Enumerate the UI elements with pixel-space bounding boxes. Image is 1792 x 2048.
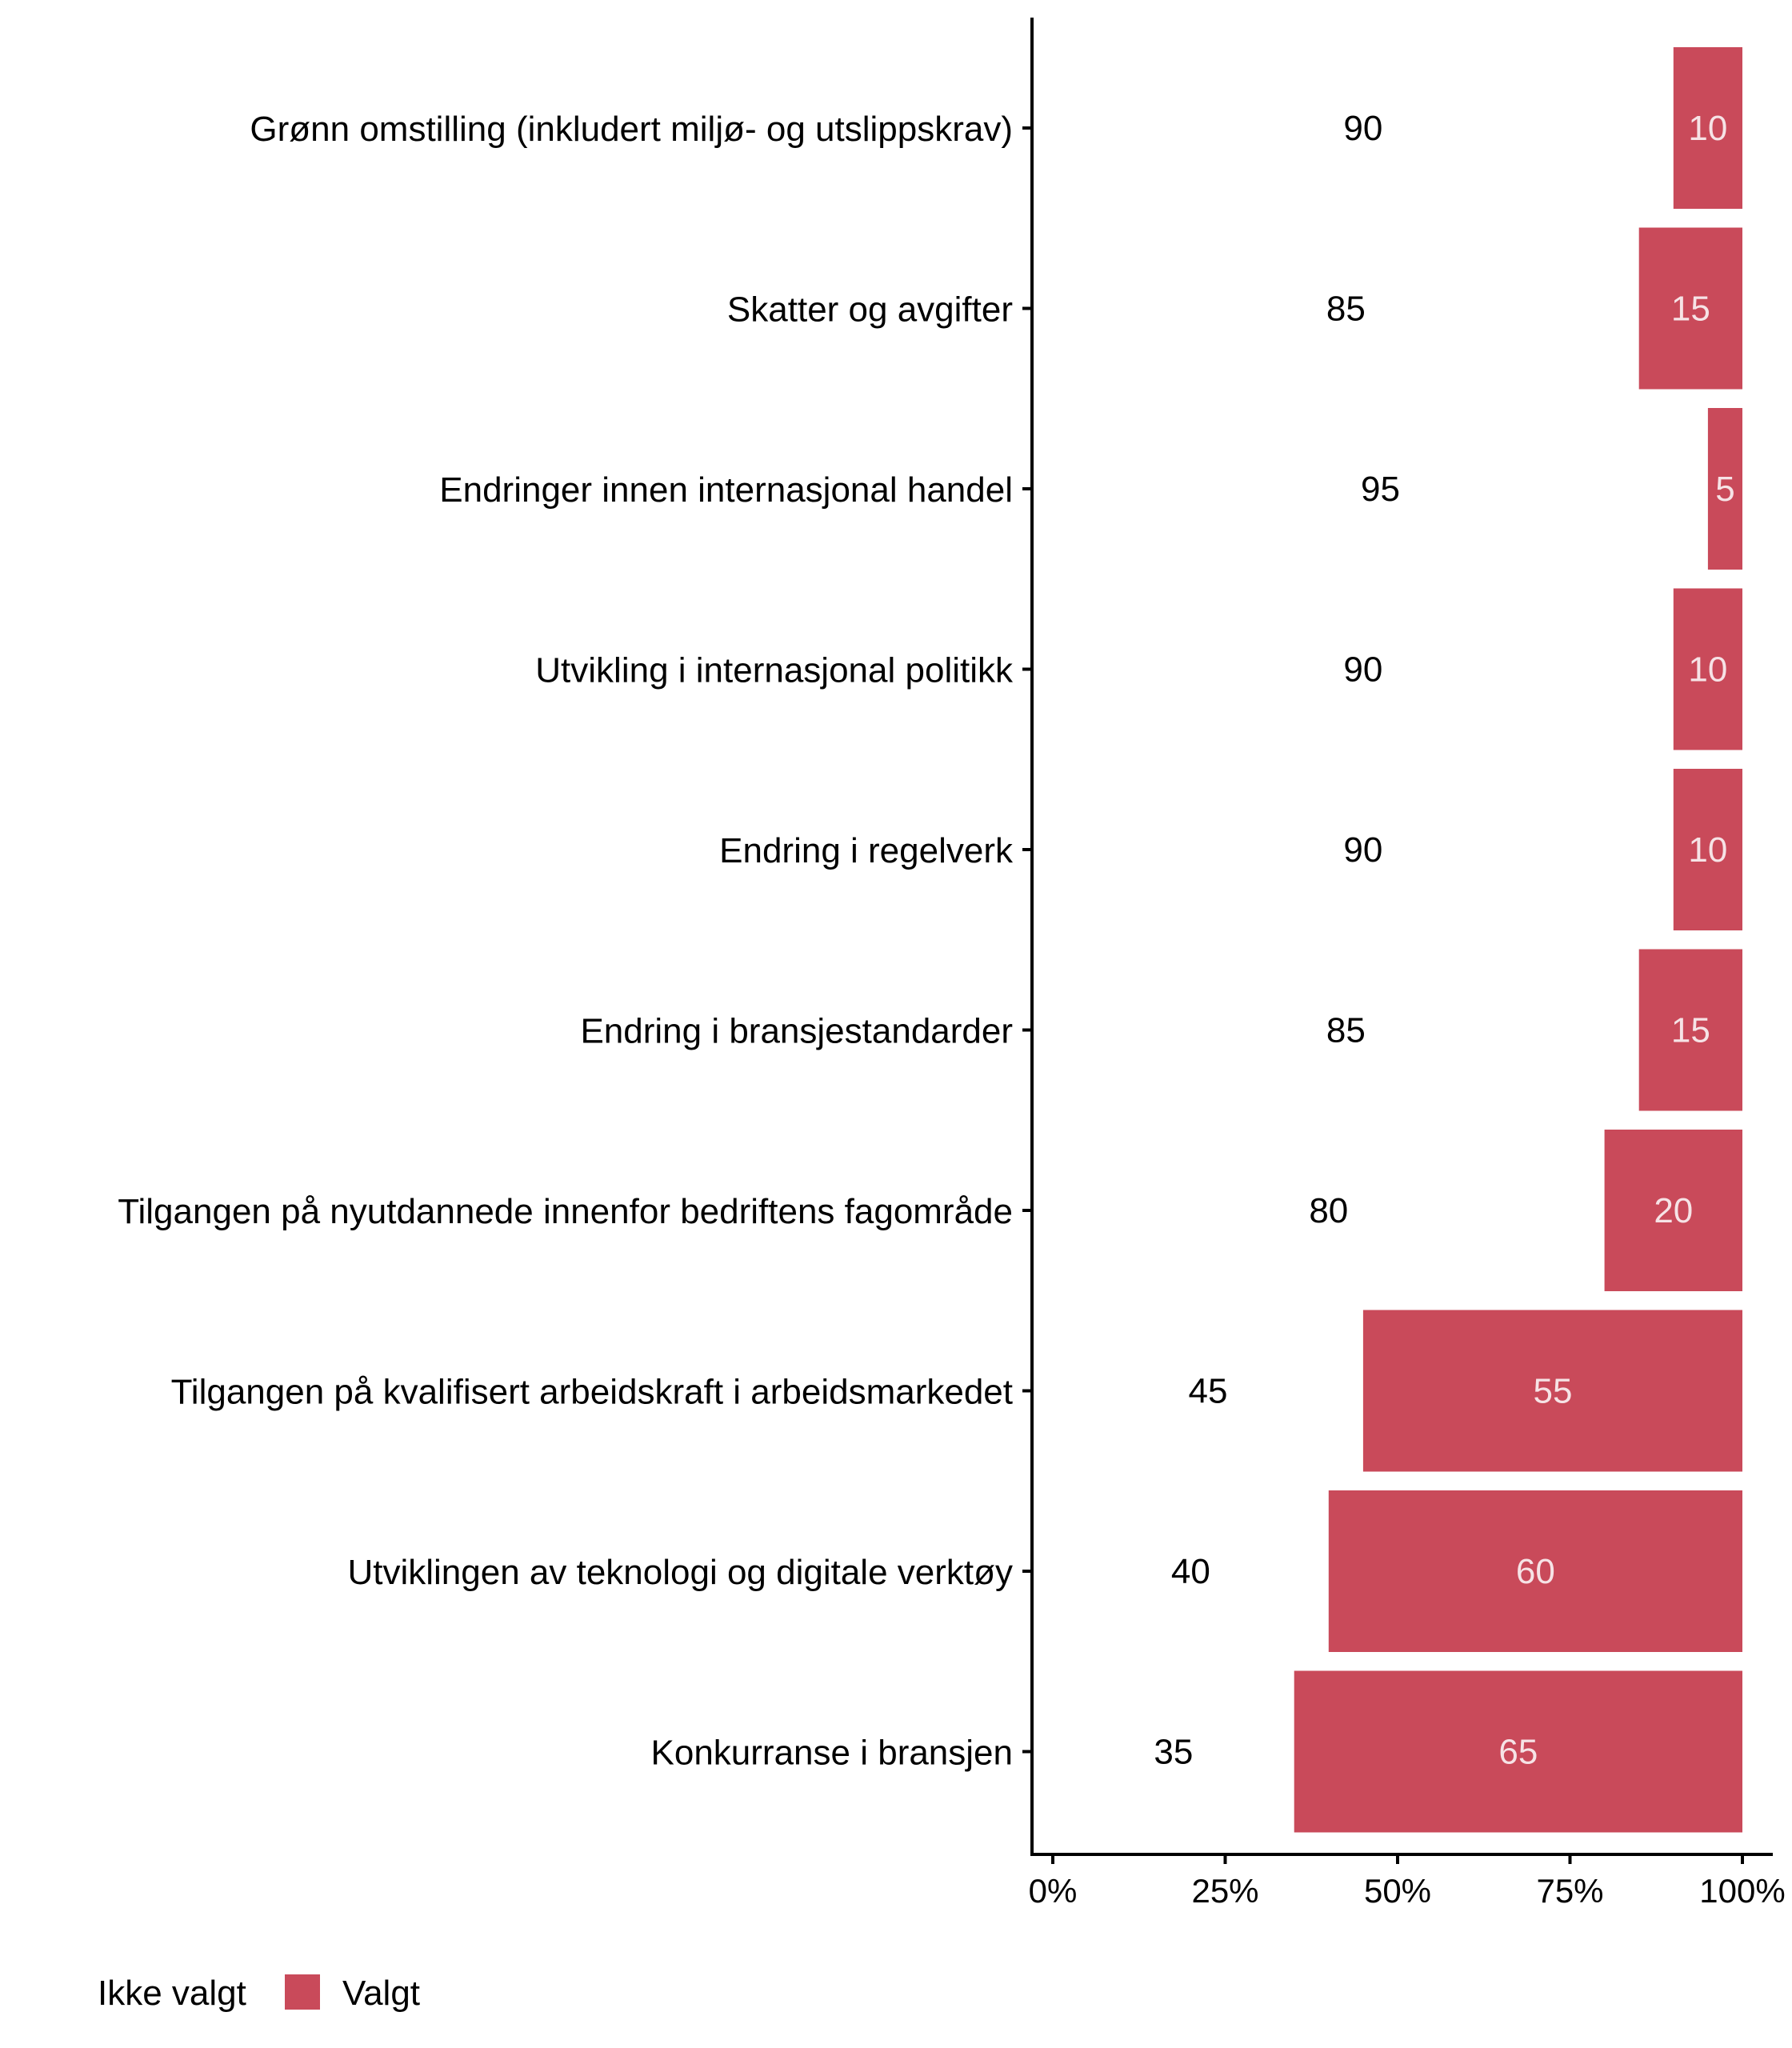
value-label-ikke-valgt-9: 35 <box>1154 1733 1193 1772</box>
x-tick-label-3: 75% <box>1536 1872 1603 1910</box>
legend-label-valgt: Valgt <box>342 1974 420 2013</box>
bar-valgt-7 <box>1362 1310 1742 1472</box>
legend: Ikke valgt Valgt <box>98 1974 420 2013</box>
legend-swatch-valgt <box>285 1974 320 2010</box>
bar-valgt-8 <box>1328 1490 1742 1652</box>
bar-valgt-5 <box>1638 949 1742 1111</box>
value-label-valgt-7: 55 <box>1533 1372 1572 1411</box>
value-label-ikke-valgt-5: 85 <box>1326 1011 1366 1050</box>
bar-valgt-0 <box>1673 47 1742 209</box>
category-label-4: Endring i regelverk <box>719 831 1014 870</box>
y-axis: Grønn omstilling (inkludert miljø- og ut… <box>118 18 1034 1854</box>
value-labels-layer: 90 10 85 15 95 5 90 10 90 10 85 15 80 20 45 55 40 60 35 65 <box>1154 109 1734 1772</box>
value-label-ikke-valgt-0: 90 <box>1343 109 1382 148</box>
value-label-valgt-8: 60 <box>1516 1552 1555 1591</box>
bar-valgt-9 <box>1294 1670 1742 1833</box>
x-tick-label-2: 50% <box>1364 1872 1431 1910</box>
category-label-9: Konkurranse i bransjen <box>651 1734 1013 1773</box>
value-label-ikke-valgt-7: 45 <box>1188 1372 1227 1411</box>
bar-valgt-2 <box>1707 408 1742 570</box>
value-label-ikke-valgt-6: 80 <box>1309 1191 1348 1230</box>
x-axis: 0% 25% 50% 75% 100% <box>1029 1853 1786 1910</box>
value-label-valgt-6: 20 <box>1654 1191 1693 1230</box>
bar-valgt-1 <box>1638 227 1742 390</box>
value-label-ikke-valgt-8: 40 <box>1171 1552 1210 1591</box>
value-label-valgt-2: 5 <box>1715 470 1734 509</box>
category-label-5: Endring i bransjestandarder <box>580 1012 1013 1051</box>
value-label-ikke-valgt-3: 90 <box>1343 650 1382 690</box>
value-label-valgt-5: 15 <box>1671 1011 1710 1050</box>
value-label-valgt-3: 10 <box>1688 650 1727 690</box>
bar-valgt-4 <box>1673 769 1742 930</box>
value-label-valgt-1: 15 <box>1671 290 1710 329</box>
category-label-0: Grønn omstilling (inkludert miljø- og ut… <box>250 110 1013 149</box>
bar-valgt-3 <box>1673 588 1742 750</box>
category-label-3: Utvikling i internasjonal politikk <box>535 651 1014 690</box>
x-tick-label-0: 0% <box>1029 1872 1078 1910</box>
category-label-8: Utviklingen av teknologi og digitale ver… <box>347 1553 1013 1592</box>
category-label-2: Endringer innen internasjonal handel <box>439 470 1013 510</box>
category-label-7: Tilgangen på kvalifisert arbeidskraft i … <box>171 1373 1013 1412</box>
x-tick-label-1: 25% <box>1191 1872 1258 1910</box>
x-tick-label-4: 100% <box>1699 1872 1785 1910</box>
category-label-1: Skatter og avgifter <box>727 290 1013 330</box>
value-label-ikke-valgt-2: 95 <box>1361 470 1400 509</box>
legend-label-ikke-valgt: Ikke valgt <box>98 1974 246 2013</box>
value-label-valgt-4: 10 <box>1688 830 1727 870</box>
bars-layer <box>1294 47 1742 1833</box>
bar-valgt-6 <box>1604 1130 1742 1291</box>
category-label-6: Tilgangen på nyutdannede innenfor bedrif… <box>118 1192 1013 1231</box>
value-label-valgt-0: 10 <box>1688 109 1727 148</box>
value-label-ikke-valgt-1: 85 <box>1326 290 1366 329</box>
value-label-ikke-valgt-4: 90 <box>1343 830 1382 870</box>
value-label-valgt-9: 65 <box>1498 1733 1538 1772</box>
